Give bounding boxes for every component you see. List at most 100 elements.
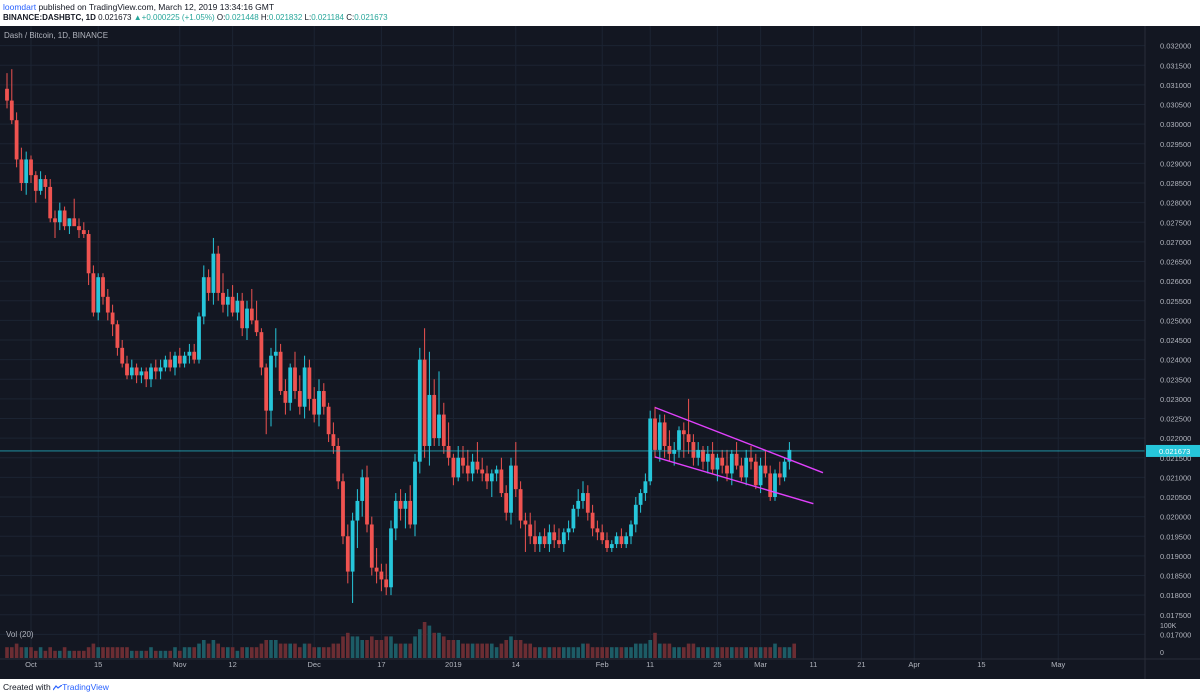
price-axis[interactable]: 0.032000 0.031500 0.031000 0.030500 0.030000… [1144, 26, 1191, 679]
candles [5, 69, 792, 603]
candle-body [725, 465, 729, 474]
candle-body [499, 469, 504, 494]
price-tick-label: 0.030000 [1160, 120, 1191, 129]
volume-bar [778, 647, 782, 658]
time-axis[interactable]: Oct 15 Nov 12 Dec 17 2019 14 Feb 11 25 Mar 11 21 Apr 15… [0, 658, 1200, 669]
volume-bar [278, 643, 283, 658]
volume-bar [24, 647, 28, 658]
chart[interactable]: 0.021673 0.032000 0.031500 0.031000 0.03050… [0, 26, 1200, 679]
volume-bar [408, 643, 412, 658]
candle-body [312, 398, 317, 415]
candle-body [739, 465, 744, 478]
volume-bar [14, 643, 19, 658]
candle-body [768, 473, 773, 497]
candle-body [302, 367, 307, 407]
price-tick-label: 0.018000 [1160, 591, 1191, 600]
volume-bar [480, 643, 484, 658]
price-tick-label: 0.028000 [1160, 199, 1191, 208]
candle-body [441, 414, 446, 446]
tradingview-link[interactable]: TradingView [62, 682, 109, 692]
author-link[interactable]: loomdart [3, 2, 37, 12]
volume-bar [514, 640, 518, 658]
tradingview-logo-icon [53, 684, 63, 691]
volume-bar [763, 647, 768, 658]
volume-bar [96, 647, 100, 658]
volume-bar [389, 636, 393, 658]
candle-body [456, 457, 461, 478]
candle-body [518, 489, 523, 521]
volume-axis-label: 100K [1160, 623, 1177, 630]
volume-bar [77, 650, 81, 658]
candle-body [67, 218, 72, 227]
volume-bar [10, 647, 14, 658]
candle-body [437, 414, 441, 439]
volume-bar [29, 647, 33, 658]
time-tick-label: Apr [908, 660, 920, 669]
price-change: +0.000225 (+1.05%) [141, 13, 215, 22]
high-value: 0.021832 [268, 13, 303, 22]
candle-body [350, 520, 355, 572]
volume-bar [754, 647, 758, 658]
volume-bar [571, 647, 576, 658]
candle-body [86, 234, 91, 274]
volume-bar [538, 647, 542, 658]
price-tick-label: 0.021500 [1160, 454, 1191, 463]
candle-body [561, 532, 566, 545]
channel-line-lower [654, 456, 814, 505]
candle-body [485, 473, 489, 482]
low-value: 0.021184 [311, 13, 344, 22]
volume-bar [163, 650, 168, 658]
candle-body [384, 579, 389, 588]
candle-body [230, 296, 235, 313]
volume-bar [710, 647, 715, 658]
candle-body [187, 351, 192, 356]
volume-bar [787, 647, 792, 658]
candle-body [787, 449, 792, 462]
volume-bar [715, 647, 720, 658]
candle-body [729, 453, 734, 474]
last-price-tag [1146, 444, 1200, 457]
time-tick-label: 11 [810, 660, 818, 669]
candle-body [379, 571, 384, 580]
candle-body [197, 316, 201, 360]
channel-line-upper [654, 406, 824, 474]
candle-body [115, 324, 120, 348]
price-tick-label: 0.029500 [1160, 140, 1191, 149]
price-tick-label: 0.021000 [1160, 473, 1191, 482]
volume-bar [110, 647, 115, 658]
price-tick-label: 0.022500 [1160, 415, 1191, 424]
volume-bar [206, 643, 211, 658]
price-tick-label: 0.024000 [1160, 356, 1191, 365]
candle-body [96, 277, 101, 313]
volume-bar [19, 647, 24, 658]
candle-body [672, 449, 677, 454]
volume-bar [667, 643, 672, 658]
volume-bar [576, 647, 580, 658]
volume-bar [120, 647, 124, 658]
candle-body [14, 120, 19, 160]
volume-bar [619, 647, 624, 658]
publish-header: loomdart published on TradingView.com, M… [0, 0, 1200, 26]
candle-body [192, 351, 197, 360]
time-tick-label: 11 [646, 660, 654, 669]
time-tick-label: Feb [596, 660, 609, 669]
volume-bar [72, 650, 76, 658]
candle-body [403, 500, 408, 509]
candle-body [624, 536, 629, 545]
candle-body [600, 532, 605, 541]
candle-body [533, 536, 537, 545]
candle-body [9, 100, 14, 121]
candle-body [201, 277, 206, 317]
volume-bar [115, 647, 120, 658]
volume-bar [768, 647, 772, 658]
volume-bar [600, 647, 604, 658]
volume-axis-label: 0 [1160, 650, 1164, 657]
candle-body [221, 292, 225, 305]
candle-body [758, 465, 763, 486]
volume-bar [235, 650, 240, 658]
volume-bar [149, 647, 153, 658]
volume-bar [782, 647, 787, 658]
volume-bar [523, 643, 528, 658]
candle-body [134, 367, 139, 376]
